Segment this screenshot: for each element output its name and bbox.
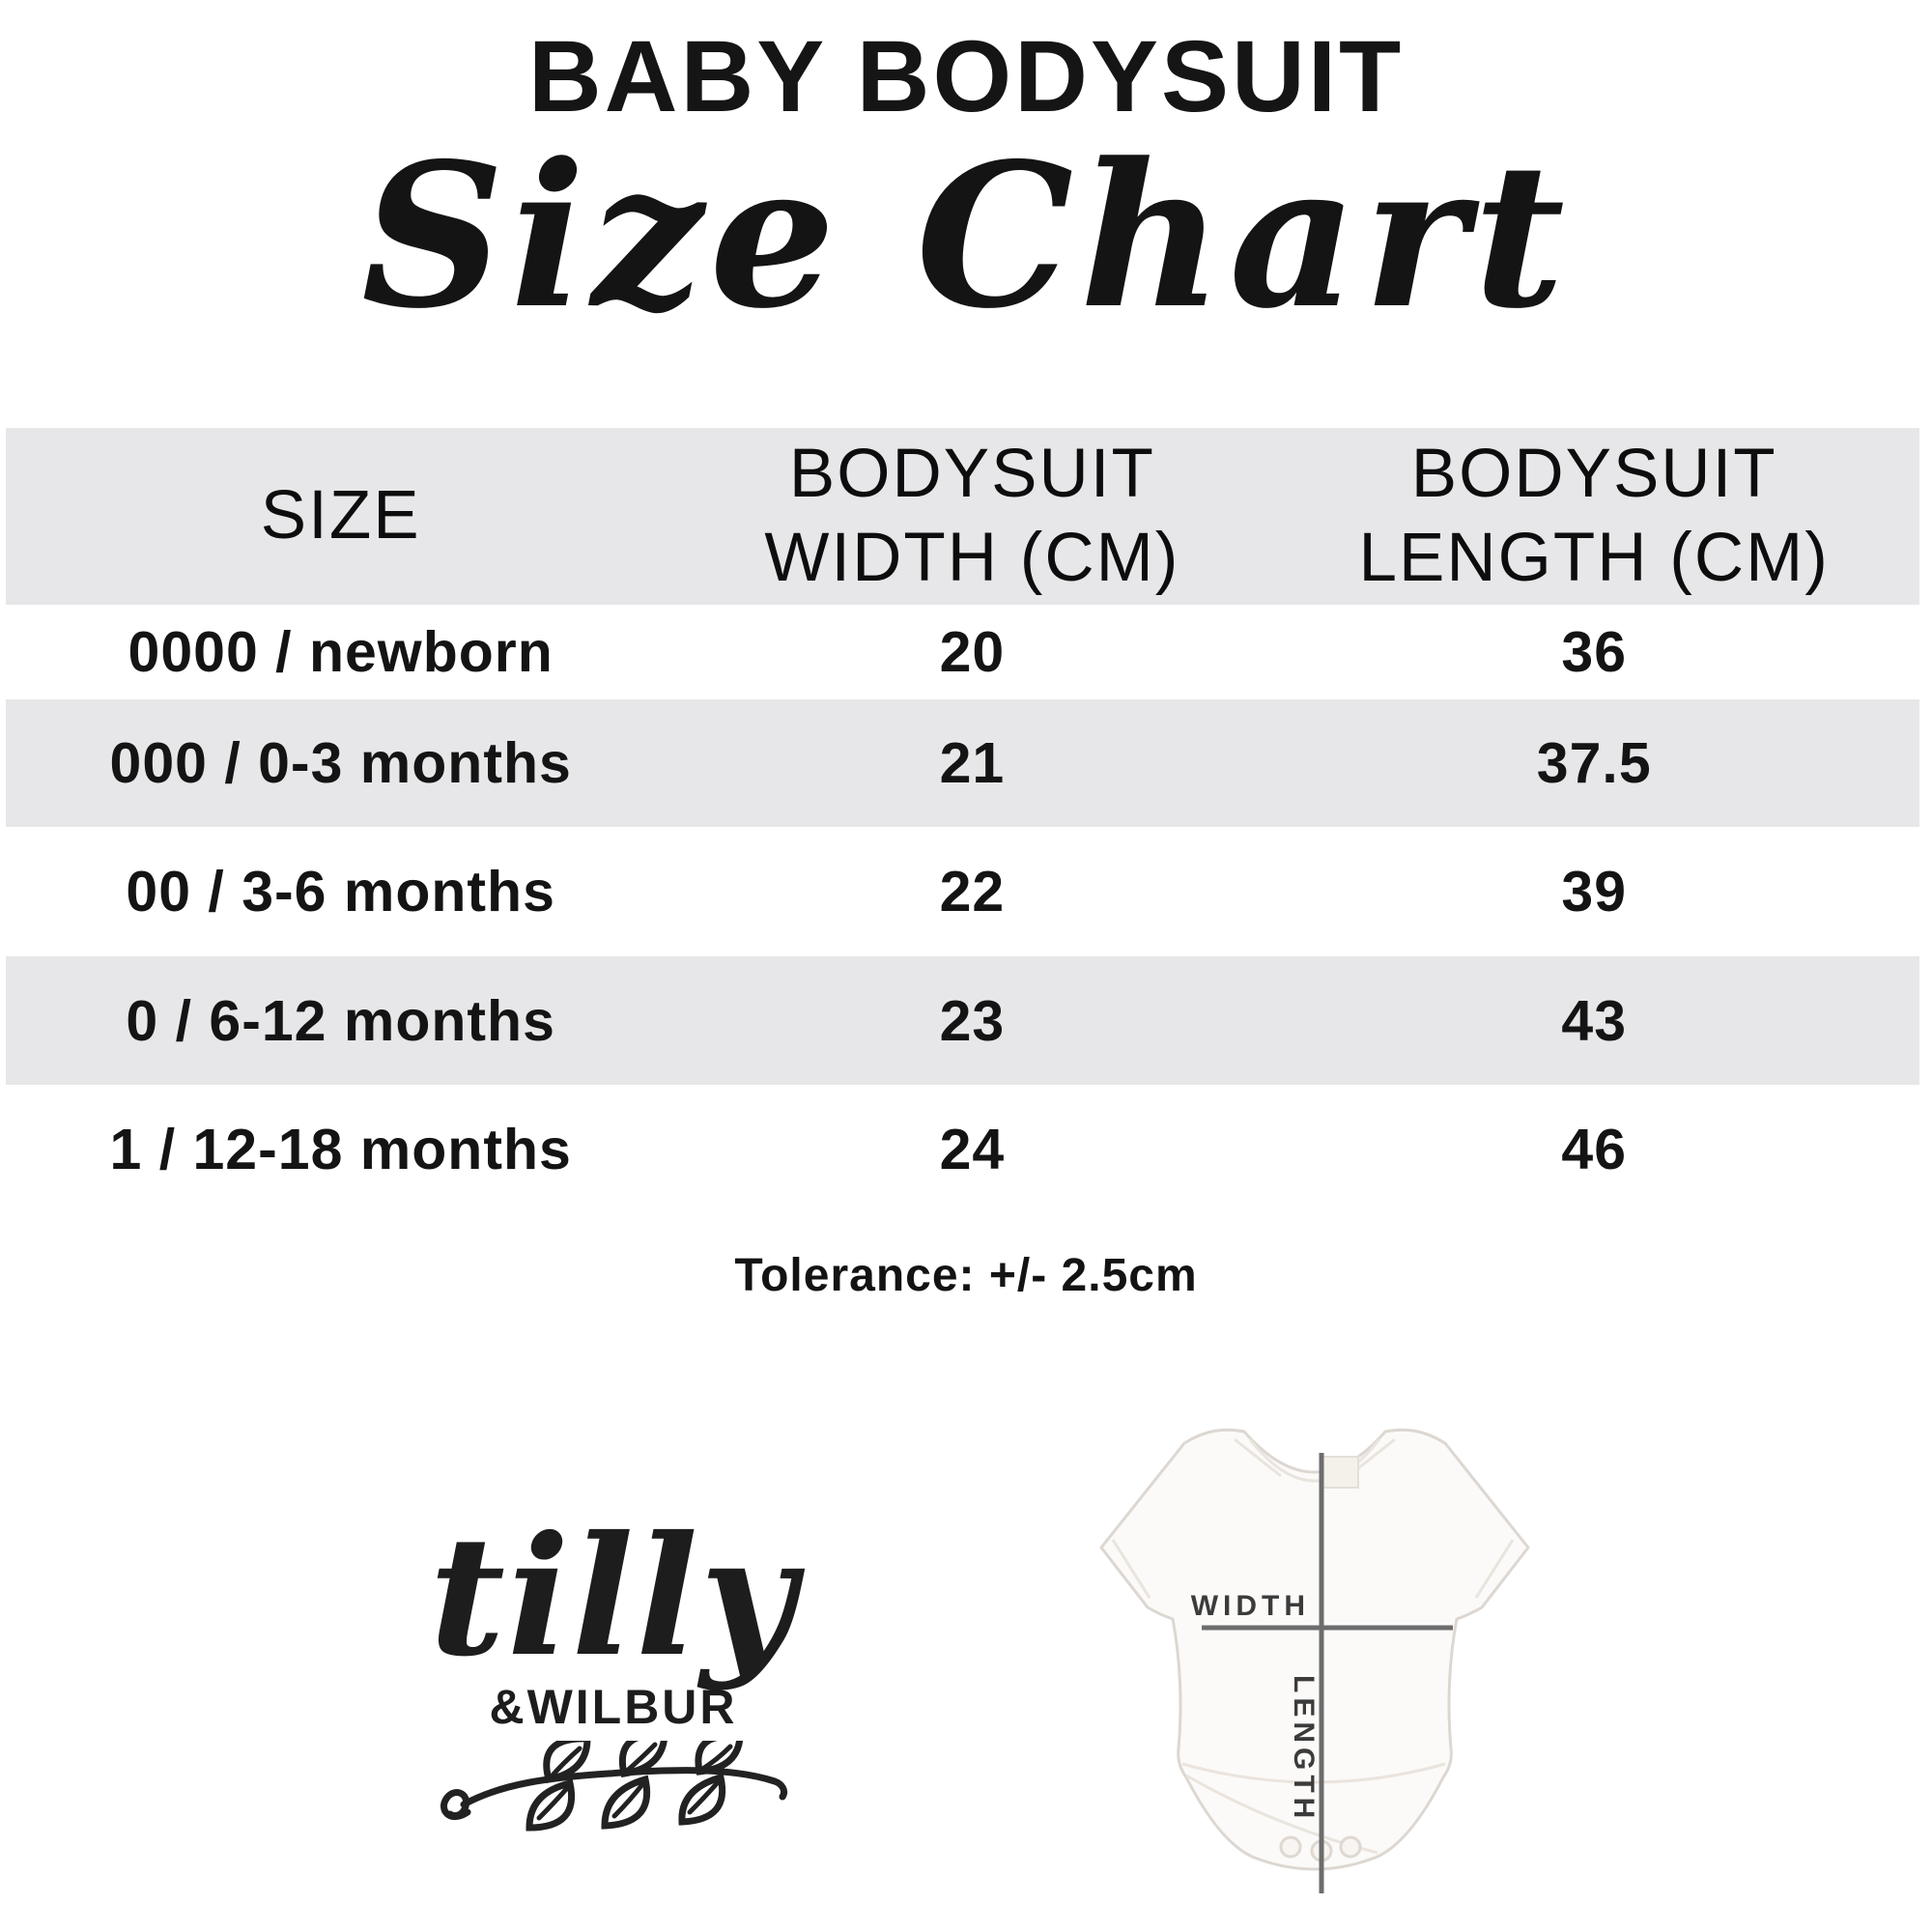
width-label: WIDTH [1191,1590,1310,1622]
tolerance-note: Tolerance: +/- 2.5cm [734,1250,1198,1301]
length-cell: 43 [1561,988,1628,1053]
width-cell: 20 [939,620,1006,684]
table-row: 0 / 6-12 months 23 43 [6,956,1919,1085]
brand-name-script: tilly [429,1500,798,1693]
snap-buttons [1279,1835,1362,1862]
page-subtitle: Size Chart [361,121,1571,353]
width-cell: 22 [939,860,1006,923]
size-cell: 1 / 12-18 months [109,1117,572,1181]
size-cell: 0000 / newborn [128,620,554,684]
page-title: BABY BODYSUIT [527,20,1405,133]
neck-tag [1321,1456,1359,1489]
width-cell: 24 [939,1117,1006,1181]
size-cell: 000 / 0-3 months [109,731,572,795]
width-cell: 23 [939,988,1006,1053]
brand-name-caps: &WILBUR [489,1679,738,1734]
size-chart-table: SIZE BODYSUIT WIDTH (CM) BODYSUIT LENGTH… [6,428,1919,1213]
leaf-branch-icon [440,1730,788,1832]
bodysuit-shape [1099,1428,1530,1871]
table-row: 1 / 12-18 months 24 46 [6,1085,1919,1213]
table-row: 00 / 3-6 months 22 39 [6,827,1919,956]
size-cell: 00 / 3-6 months [126,860,555,923]
length-cell: 36 [1561,620,1628,684]
length-cell: 37.5 [1536,731,1652,795]
bodysuit-diagram: WIDTH LENGTH [1090,1416,1534,1911]
header-label: SIZE [260,477,421,554]
table-row: 0000 / newborn 20 36 [6,605,1919,699]
brand-logo: tilly &WILBUR [401,1500,826,1846]
bodysuit-illustration: WIDTH LENGTH [1099,1428,1530,1893]
header-cell-length: BODYSUIT LENGTH (CM) [1268,433,1919,600]
header-label: BODYSUIT LENGTH (CM) [1358,435,1830,596]
table-row: 000 / 0-3 months 21 37.5 [6,699,1919,827]
header-label: BODYSUIT WIDTH (CM) [764,435,1180,596]
length-cell: 39 [1561,860,1628,923]
header-cell-size: SIZE [6,474,675,558]
table-header-row: SIZE BODYSUIT WIDTH (CM) BODYSUIT LENGTH… [6,428,1919,605]
header-cell-width: BODYSUIT WIDTH (CM) [675,433,1268,600]
length-label: LENGTH [1288,1675,1320,1823]
width-cell: 21 [939,731,1006,795]
size-cell: 0 / 6-12 months [126,988,555,1053]
length-cell: 46 [1561,1117,1628,1181]
